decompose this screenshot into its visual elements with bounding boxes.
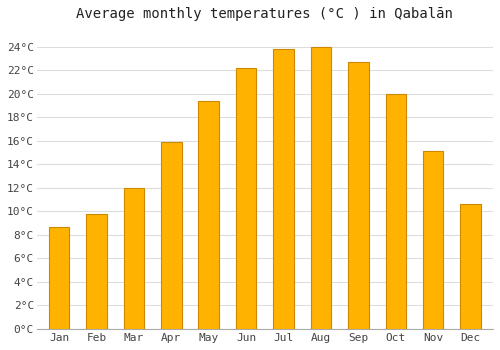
Bar xyxy=(386,94,406,329)
Bar xyxy=(423,151,444,329)
Bar xyxy=(49,226,70,329)
Bar xyxy=(460,204,481,329)
Bar xyxy=(236,68,256,329)
Bar xyxy=(310,47,332,329)
Title: Average monthly temperatures (°C ) in Qabalān: Average monthly temperatures (°C ) in Qa… xyxy=(76,7,454,21)
Bar xyxy=(124,188,144,329)
Bar xyxy=(274,49,294,329)
Bar xyxy=(86,214,107,329)
Bar xyxy=(198,101,219,329)
Bar xyxy=(348,62,368,329)
Bar xyxy=(161,142,182,329)
